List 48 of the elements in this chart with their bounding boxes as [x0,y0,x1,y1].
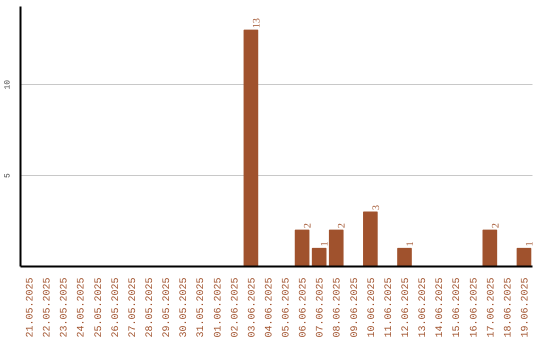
data-label: 2 [302,223,314,228]
data-label: 1 [405,241,416,246]
x-tick-label: 08.06.2025 [332,277,344,338]
data-label: 13 [251,18,262,28]
x-tick-label: 18.06.2025 [503,277,514,338]
x-tick-label: 27.05.2025 [128,277,139,338]
x-tick-label: 25.05.2025 [94,277,105,338]
bar [244,30,258,266]
x-tick-label: 29.05.2025 [162,277,174,338]
x-tick-label: 09.06.2025 [350,277,361,338]
bar [516,248,532,266]
bar [363,211,378,266]
x-tick-label: 03.06.2025 [247,277,258,338]
x-tick-label: 16.06.2025 [469,277,480,338]
x-tick-label: 02.06.2025 [230,277,242,338]
x-tick-label: 17.06.2025 [486,277,498,338]
x-tick-label: 23.05.2025 [60,277,71,338]
x-tick-label: 10.06.2025 [366,277,378,338]
data-label: 1 [524,241,536,246]
x-tick-label: 07.06.2025 [316,277,327,338]
x-tick-label: 26.05.2025 [110,277,122,338]
x-tick-label: 21.05.2025 [26,277,37,338]
x-tick-label: 05.06.2025 [282,277,293,338]
x-tick-label: 28.05.2025 [145,277,156,338]
x-tick-label: 04.06.2025 [264,277,276,338]
y-tick-label: 5 [4,172,12,178]
x-tick-label: 11.06.2025 [384,277,395,338]
x-tick-label: 06.06.2025 [298,277,310,338]
y-tick-label: 10 [4,80,12,90]
bar [482,230,498,266]
x-tick-label: 01.06.2025 [213,277,224,338]
data-label: 1 [320,241,331,246]
x-tick-label: 19.06.2025 [520,277,532,338]
x-tick-label: 15.06.2025 [452,277,464,338]
x-tick-label: 30.05.2025 [179,277,190,338]
x-tick-label: 24.05.2025 [76,277,88,338]
x-tick-label: 12.06.2025 [401,277,412,338]
x-tick-label: 13.06.2025 [418,277,430,338]
data-label: 3 [370,204,382,210]
x-tick-label: 22.05.2025 [42,277,54,338]
data-label: 2 [336,223,348,228]
data-label: 2 [490,223,502,228]
bar [397,248,412,266]
bar [294,230,310,266]
bar [312,248,326,266]
x-tick-label: 14.06.2025 [435,277,446,338]
bar [328,230,344,266]
x-tick-label: 31.05.2025 [196,277,208,338]
